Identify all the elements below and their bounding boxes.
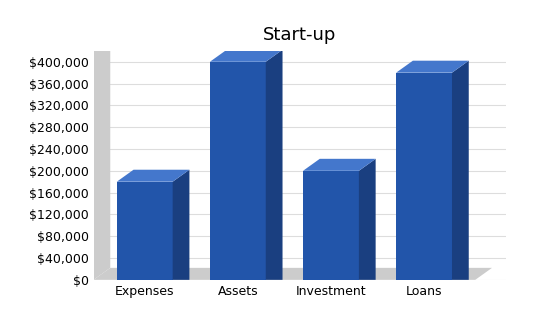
Polygon shape <box>303 159 376 171</box>
Polygon shape <box>210 62 266 280</box>
Polygon shape <box>94 39 509 51</box>
Polygon shape <box>396 61 469 73</box>
Polygon shape <box>452 61 469 280</box>
Polygon shape <box>94 268 492 280</box>
Polygon shape <box>94 39 110 280</box>
Polygon shape <box>117 170 189 182</box>
Polygon shape <box>303 171 359 280</box>
Title: Start-up: Start-up <box>263 26 337 44</box>
Polygon shape <box>266 50 283 280</box>
Polygon shape <box>396 73 452 280</box>
Polygon shape <box>210 50 283 62</box>
Polygon shape <box>173 170 189 280</box>
Polygon shape <box>117 182 173 280</box>
Polygon shape <box>359 159 376 280</box>
